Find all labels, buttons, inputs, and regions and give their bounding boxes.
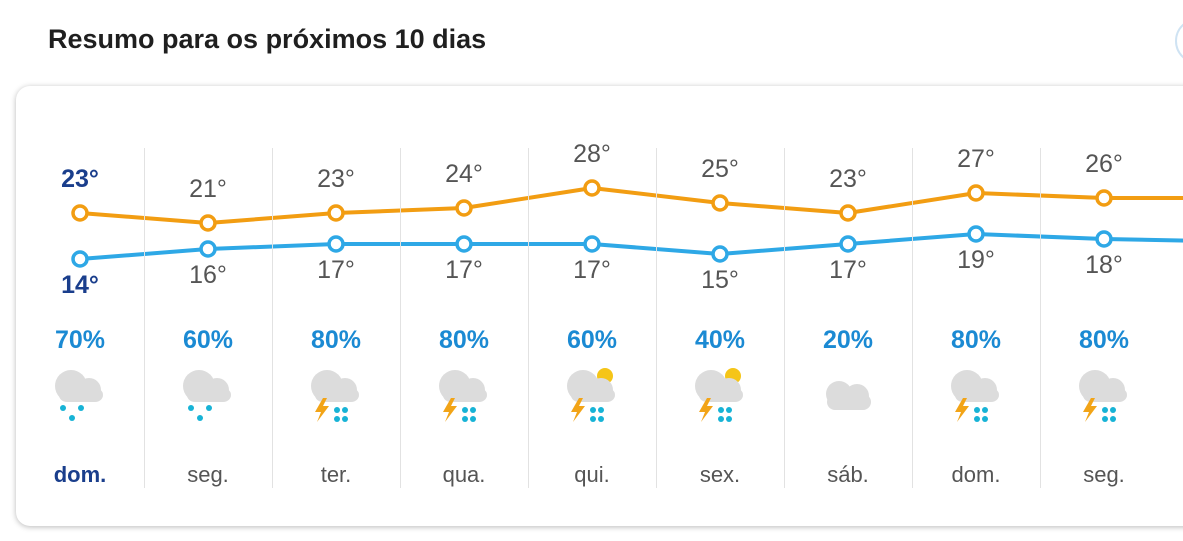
max-temp-point: [583, 179, 601, 197]
min-temp-point: [455, 235, 473, 253]
thunderstorm-icon: [301, 364, 371, 426]
thunderstorm-icon: [941, 364, 1011, 426]
precip-chance: 60%: [566, 326, 618, 354]
column-divider: [656, 148, 657, 488]
precip-chance: 70%: [54, 326, 106, 354]
page-title: Resumo para os próximos 10 dias: [48, 24, 487, 54]
column-divider: [400, 148, 401, 488]
min-temp-label: 18°: [1085, 251, 1123, 279]
column-divider: [528, 148, 529, 488]
sun-thunderstorm-icon: [685, 364, 755, 426]
column-divider: [272, 148, 273, 488]
precip-chance: 80%: [310, 326, 362, 354]
min-temp-label: 15°: [701, 266, 739, 294]
max-temp-label: 28°: [573, 140, 611, 168]
day-label: dom.: [951, 462, 1001, 487]
max-temp-label: 26°: [1085, 150, 1123, 178]
max-temp-point: [711, 194, 729, 212]
min-temp-point: [199, 240, 217, 258]
rain-cloud-icon: [45, 364, 115, 426]
column-divider: [912, 148, 913, 488]
max-temp-point: [71, 204, 89, 222]
min-temp-point: [583, 235, 601, 253]
max-temp-point: [839, 204, 857, 222]
max-temp-label: 21°: [189, 175, 227, 203]
max-temp-point: [455, 199, 473, 217]
column-divider: [144, 148, 145, 488]
min-temp-point: [839, 235, 857, 253]
day-label: sáb.: [827, 462, 869, 487]
thunderstorm-icon: [429, 364, 499, 426]
max-temp-point: [1095, 189, 1113, 207]
column-divider: [1040, 148, 1041, 488]
max-temp-label: 25°: [701, 155, 739, 183]
precip-chance: 80%: [1078, 326, 1130, 354]
min-temp-label: 17°: [829, 256, 867, 284]
max-temp-label: 23°: [317, 165, 355, 193]
max-temp-point: [199, 214, 217, 232]
min-temp-label: 17°: [573, 256, 611, 284]
min-temp-label: 19°: [957, 246, 995, 274]
day-label: qui.: [574, 462, 610, 487]
precip-chance: 80%: [438, 326, 490, 354]
max-temp-label: 23°: [61, 165, 99, 193]
day-label: ter.: [320, 462, 352, 487]
min-temp-point: [71, 250, 89, 268]
day-label: dom.: [53, 462, 107, 487]
thunderstorm-icon: [1069, 364, 1139, 426]
rain-cloud-icon: [173, 364, 243, 426]
day-label: seg.: [1083, 462, 1125, 487]
max-temp-point: [967, 184, 985, 202]
min-temp-label: 17°: [317, 256, 355, 284]
day-label: qua.: [442, 462, 486, 487]
forecast-card: 23° 14° 70% dom. 21° 16° 60% seg. 23° 17° 80% ter. 2…: [16, 86, 1183, 526]
cloud-icon: [813, 364, 883, 426]
precip-chance: 80%: [950, 326, 1002, 354]
day-label: seg.: [187, 462, 229, 487]
min-temp-point: [327, 235, 345, 253]
sun-thunderstorm-icon: [557, 364, 627, 426]
min-temp-label: 16°: [189, 261, 227, 289]
min-temp-label: 17°: [445, 256, 483, 284]
max-temp-label: 27°: [957, 145, 995, 173]
column-divider: [784, 148, 785, 488]
min-temp-point: [967, 225, 985, 243]
precip-chance: 20%: [822, 326, 874, 354]
precip-chance: 40%: [694, 326, 746, 354]
min-temp-point: [711, 245, 729, 263]
max-temp-label: 24°: [445, 160, 483, 188]
day-label: sex.: [699, 462, 741, 487]
min-temp-label: 14°: [61, 271, 99, 299]
max-temp-label: 23°: [829, 165, 867, 193]
precip-chance: 60%: [182, 326, 234, 354]
min-temp-point: [1095, 230, 1113, 248]
max-temp-point: [327, 204, 345, 222]
scroll-next-button[interactable]: [1175, 18, 1183, 64]
